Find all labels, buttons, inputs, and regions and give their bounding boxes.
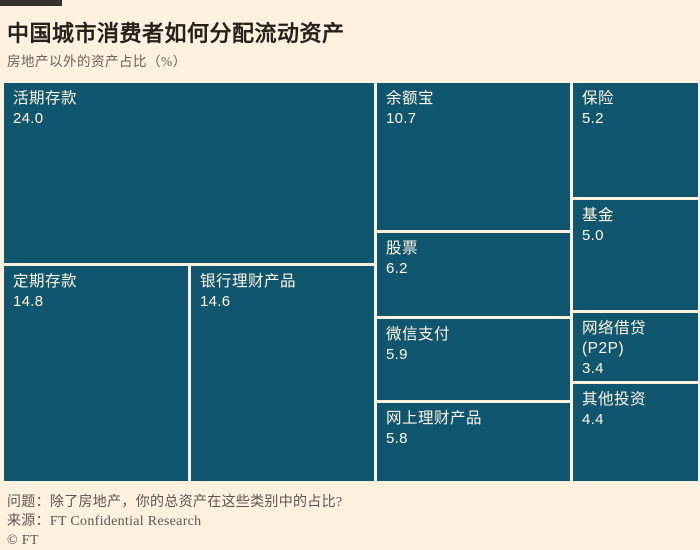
treemap-cell: 网络借贷 (P2P) 3.4 (573, 313, 698, 381)
source-note: 来源：FT Confidential Research (7, 514, 202, 529)
question-note: 问题：除了房地产，你的总资产在这些类别中的占比? (7, 495, 343, 510)
treemap-cell-label: 余额宝 (386, 90, 435, 107)
treemap-cell-label: 网络借贷 (P2P) (582, 320, 647, 358)
treemap-cell: 保险 5.2 (573, 83, 698, 197)
treemap-cell-value: 24.0 (13, 110, 44, 128)
treemap-cell-value: 5.0 (582, 227, 604, 245)
treemap-cell: 基金 5.0 (573, 200, 698, 310)
chart-subtitle: 房地产以外的资产占比（%） (7, 54, 187, 69)
title-accent-bar (0, 0, 62, 6)
treemap-cell-label: 其他投资 (582, 391, 647, 408)
chart-footer: 问题：除了房地产，你的总资产在这些类别中的占比? 来源：FT Confident… (7, 493, 342, 550)
treemap: 活期存款 24.0 定期存款 14.8 银行理财产品 14.6 余额宝 10.7 股票 6.2 微信… (4, 83, 698, 481)
treemap-cell-label: 保险 (582, 90, 615, 107)
treemap-cell-value: 3.4 (582, 360, 604, 378)
treemap-cell-value: 14.6 (200, 293, 231, 311)
treemap-cell: 定期存款 14.8 (4, 266, 188, 481)
treemap-cell: 其他投资 4.4 (573, 384, 698, 481)
treemap-cell-value: 6.2 (386, 260, 408, 278)
treemap-cell-label: 银行理财产品 (200, 273, 297, 290)
treemap-cell-label: 微信支付 (386, 326, 451, 343)
copyright-note: © FT (7, 533, 39, 548)
treemap-cell-value: 14.8 (13, 293, 44, 311)
treemap-cell-label: 股票 (386, 240, 419, 257)
treemap-cell: 余额宝 10.7 (377, 83, 570, 230)
treemap-cell-label: 定期存款 (13, 273, 78, 290)
treemap-cell-label: 网上理财产品 (386, 410, 483, 427)
treemap-cell-label: 基金 (582, 207, 615, 224)
treemap-cell-label: 活期存款 (13, 90, 78, 107)
treemap-cell-value: 10.7 (386, 110, 417, 128)
treemap-cell-value: 4.4 (582, 411, 604, 429)
treemap-cell-value: 5.9 (386, 346, 408, 364)
treemap-cell: 股票 6.2 (377, 233, 570, 316)
treemap-cell-value: 5.2 (582, 110, 604, 128)
chart-title: 中国城市消费者如何分配流动资产 (7, 21, 345, 46)
treemap-cell: 活期存款 24.0 (4, 83, 374, 263)
treemap-cell: 网上理财产品 5.8 (377, 403, 570, 481)
treemap-cell: 银行理财产品 14.6 (191, 266, 374, 481)
treemap-cell-value: 5.8 (386, 430, 408, 448)
treemap-cell: 微信支付 5.9 (377, 319, 570, 400)
